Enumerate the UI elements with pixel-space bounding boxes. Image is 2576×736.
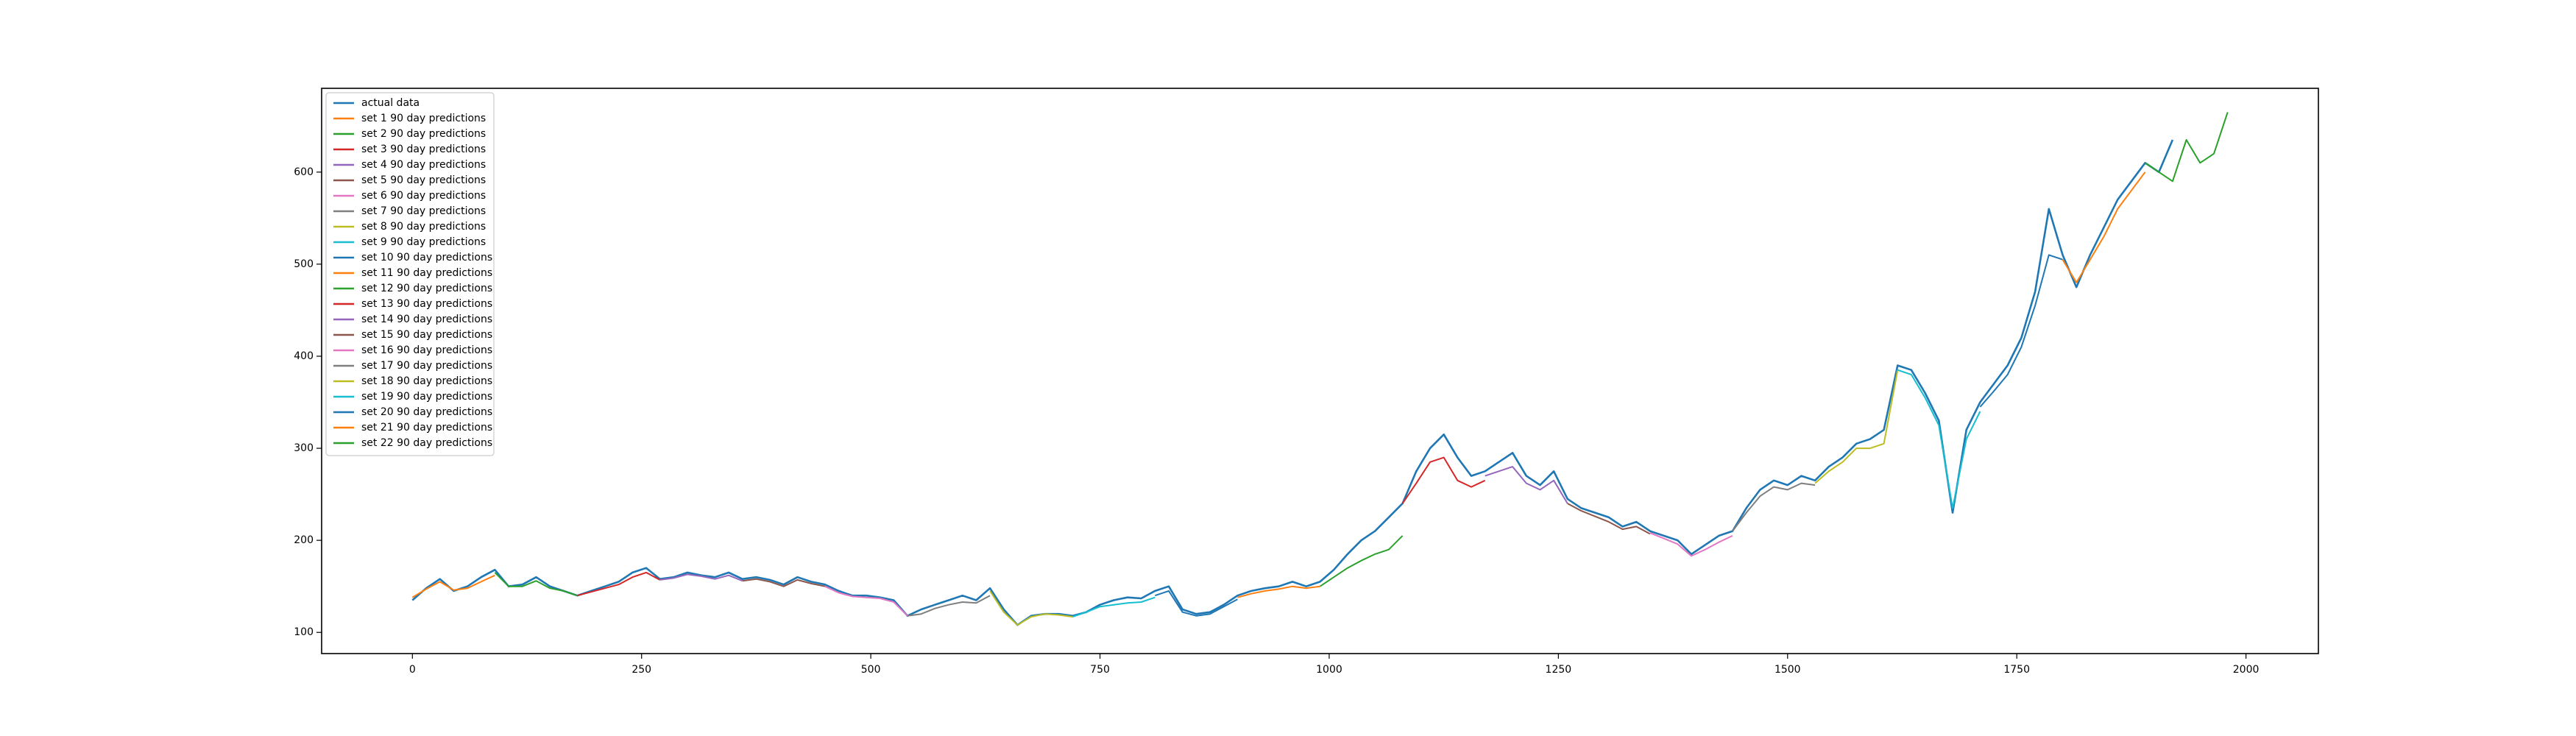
legend-label: set 13 90 day predictions [361,298,492,310]
legend-label: set 14 90 day predictions [361,314,492,325]
y-tick-label: 600 [294,166,314,178]
legend-box [325,92,495,456]
legend-label: set 17 90 day predictions [361,360,492,372]
series-line [494,572,578,597]
series-line [1237,585,1320,598]
series-line [411,574,495,598]
legend-label: set 12 90 day predictions [361,283,492,294]
y-tick-label: 300 [294,442,314,454]
legend-label: set 10 90 day predictions [361,252,492,263]
legend-label: set 7 90 day predictions [361,205,486,217]
y-tick-label: 500 [294,258,314,270]
series-line [1897,369,1981,509]
x-tick-label: 0 [409,664,416,676]
legend-label: set 2 90 day predictions [361,128,486,140]
series-line [1567,503,1651,535]
x-tick-label: 500 [861,664,881,676]
legend-label: set 11 90 day predictions [361,267,492,279]
series-line [989,590,1073,626]
y-tick-label: 400 [294,350,314,362]
series-line [1485,466,1568,504]
y-tick-label: 200 [294,534,314,546]
legend-label: set 22 90 day predictions [361,437,492,449]
series-line [1732,482,1816,532]
legend-label: set 5 90 day predictions [361,174,486,186]
series-line [1072,596,1156,618]
series-line [1319,535,1404,587]
legend-label: set 1 90 day predictions [361,113,486,124]
x-tick-label: 1500 [1774,664,1801,676]
series-line [742,578,826,587]
legend-label: set 3 90 day predictions [361,144,486,155]
series-line [1401,456,1486,504]
x-tick-label: 250 [631,664,651,676]
legend-label: set 20 90 day predictions [361,406,492,418]
plot-frame [321,88,2319,654]
series-line [907,595,991,617]
series-line [577,571,661,597]
series-line [1649,532,1733,557]
legend-label: set 21 90 day predictions [361,422,492,434]
legend-label: set 18 90 day predictions [361,375,492,387]
legend-label: set 19 90 day predictions [361,391,492,403]
legend-label: set 15 90 day predictions [361,329,492,341]
series-line [2145,112,2229,183]
series-line [824,585,908,617]
series-line [411,139,2174,626]
x-tick-label: 750 [1090,664,1110,676]
series-line [659,573,743,582]
x-tick-label: 1000 [1316,664,1342,676]
series-line [1814,369,1899,484]
legend-label: set 6 90 day predictions [361,190,486,202]
legend-label: set 8 90 day predictions [361,221,486,233]
x-tick-label: 1250 [1546,664,1572,676]
legend-label: set 16 90 day predictions [361,344,492,356]
legend-label: actual data [361,97,420,109]
series-line [1979,254,2063,408]
x-tick-label: 2000 [2233,664,2260,676]
legend-label: set 4 90 day predictions [361,159,486,171]
legend-label: set 9 90 day predictions [361,236,486,248]
y-tick-label: 100 [294,626,314,638]
x-tick-label: 1750 [2003,664,2030,676]
series-line [2062,171,2146,283]
series-line [1154,590,1238,617]
